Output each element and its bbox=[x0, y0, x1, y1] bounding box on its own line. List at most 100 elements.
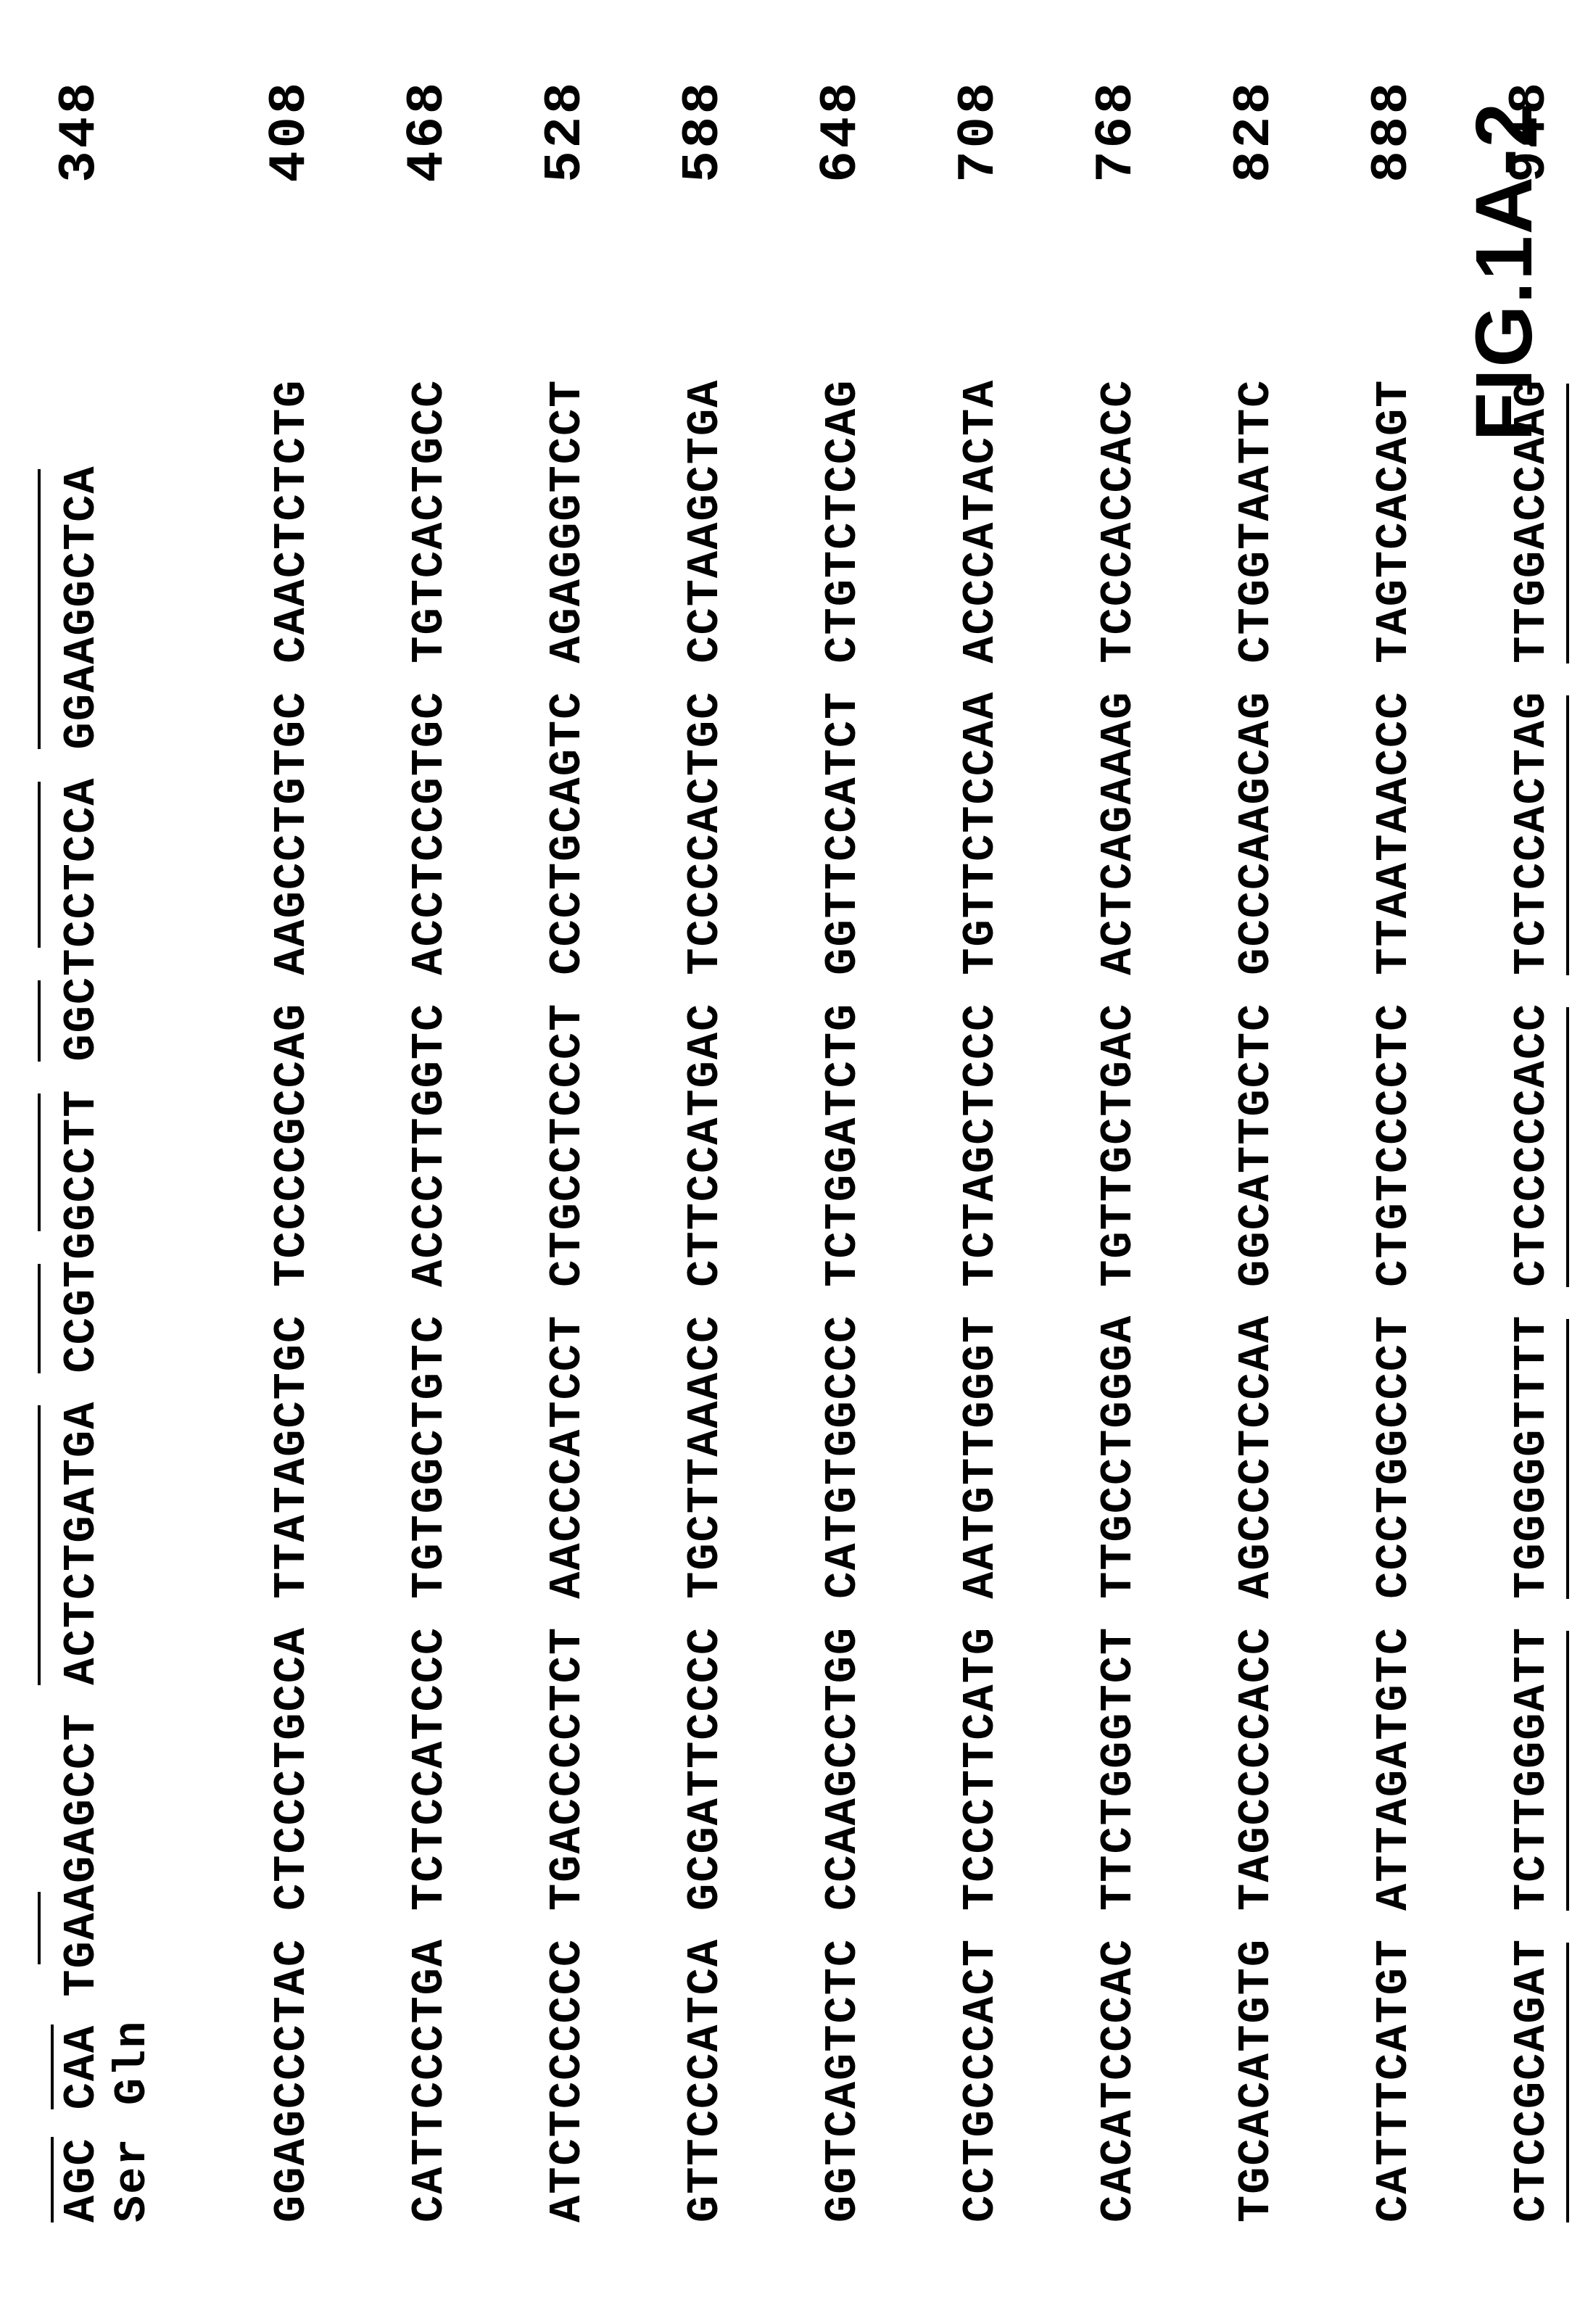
position-number: 528 bbox=[539, 80, 592, 225]
seq-block: CTCCCTGCCA bbox=[270, 1626, 315, 1911]
sequence-blocks: AGC CAA TGAAGAGCCT ACTCTGATGA CCGTGGCCTT… bbox=[51, 465, 104, 2222]
seq-block: ACCTCCGTGC bbox=[408, 691, 452, 975]
position-number: 408 bbox=[264, 80, 316, 225]
seq-block: TCCCCGCCAG bbox=[270, 1003, 315, 1287]
sequence-row-528: ATCTCCCCCC TGACCCCTCT AACCCATCCT CTGCCTCCCT… bbox=[539, 80, 592, 2222]
seq-block: AATGTTGGGT bbox=[959, 1315, 1004, 1599]
seq-block: GTTCCCATCA bbox=[683, 1938, 728, 2222]
seq-block: TGTGGCTGTC bbox=[408, 1315, 452, 1599]
position-number: 828 bbox=[1228, 80, 1281, 225]
position-number: 588 bbox=[677, 80, 729, 225]
position-number: 888 bbox=[1366, 80, 1418, 225]
seq-block: CCGTGGCCTT bbox=[51, 1089, 104, 1373]
codon-1: AGC bbox=[51, 2137, 104, 2222]
codon-text: CAA bbox=[56, 2025, 107, 2110]
seq-block: AACCCATCCT bbox=[545, 1315, 590, 1599]
seq-block: CAACTCTCTG bbox=[270, 379, 315, 663]
amino-label: Ser bbox=[110, 2125, 155, 2222]
seq-block: TTGCCTGGGA bbox=[1096, 1315, 1141, 1599]
overline bbox=[51, 2025, 54, 2110]
seq-block: GGAGCCCTAC bbox=[270, 1938, 315, 2222]
dash-segment bbox=[38, 782, 41, 948]
seq-block: AAGCCTGTGC bbox=[270, 691, 315, 975]
figure-label: FIG.1A-2 bbox=[1458, 102, 1550, 441]
position-number: 708 bbox=[953, 80, 1005, 225]
seq-block: AGAGGGTCCT bbox=[545, 379, 590, 663]
seq-block: ACCCATACTA bbox=[959, 379, 1004, 663]
seq-block: TGTTGCTGAC bbox=[1096, 1003, 1141, 1287]
seq-block: GCGATTCCCC bbox=[683, 1626, 728, 1911]
seq-block: TCCCCACTGC bbox=[683, 691, 728, 975]
seq-block: TGTTCTCCAA bbox=[959, 691, 1004, 975]
amino-label: Gln bbox=[110, 2008, 155, 2105]
sequence-row-708: CCTGCCCACT TCCCTTCATG AATGTTGGGT TCTAGCTCCC… bbox=[953, 80, 1005, 2222]
sequence-rows: GGAGCCCTAC CTCCCTGCCA TTATAGCTGC TCCCCGCCAG… bbox=[264, 80, 1556, 2222]
seq-block: CTGCCTCCCT bbox=[545, 1003, 590, 1287]
seq-block: GGTTCCATCT bbox=[821, 691, 866, 975]
seq-block: TGCTTAAACC bbox=[683, 1315, 728, 1599]
sequence-blocks: CTCCGCAGATTCTTGGGATTTGGGGGTTTTCTCCCCCACC… bbox=[1510, 379, 1555, 2222]
seq-block: CCTGCCCACT bbox=[959, 1938, 1004, 2222]
sequence-blocks: CATTCCCTGATCTCCATCCCTGTGGCTGTCACCCTTGGTC… bbox=[408, 379, 452, 2222]
seq-block: CACATCCCAC bbox=[1096, 1938, 1141, 2222]
seq-block: ACTCTGATGA bbox=[51, 1401, 104, 1685]
seq-block: TCTGGATCTG bbox=[821, 1003, 866, 1287]
sequence-blocks: GGTCAGTCTCCCAAGCCTGGCATGTGGCCCTCTGGATCTG… bbox=[821, 379, 866, 2222]
seq-block: TGTCACTGCC bbox=[408, 379, 452, 663]
overline bbox=[51, 2137, 54, 2222]
seq-block: TCTTGGGATT bbox=[1510, 1626, 1555, 1911]
position-number: 648 bbox=[815, 80, 867, 225]
seq-block: TTCTGGGTCT bbox=[1096, 1626, 1141, 1911]
seq-block: GCCCAAGCAG bbox=[1234, 691, 1279, 975]
seq-block: CCTAAGCTGA bbox=[683, 379, 728, 663]
codon-2: CAA bbox=[51, 2025, 104, 2110]
codon-tail: TGAAGAGCCT bbox=[51, 1713, 104, 1997]
sequence-blocks: GGAGCCCTAC CTCCCTGCCA TTATAGCTGC TCCCCGCCAG… bbox=[270, 379, 315, 2222]
dash-segment bbox=[1566, 384, 1569, 663]
sequence-row-768: CACATCCCAC TTCTGGGTCT TTGCCTGGGA TGTTGCTGAC… bbox=[1091, 80, 1143, 2222]
dash-segment bbox=[38, 469, 41, 749]
dash-segment bbox=[38, 1264, 41, 1373]
seq-block: TGACCCCTCT bbox=[545, 1626, 590, 1911]
seq-block: TCTAGCTCCC bbox=[959, 1003, 1004, 1287]
sequence-blocks: CATTTCATGTATTAGATGTCCCCTGGCCCTCTGTCCCCTC… bbox=[1372, 379, 1417, 2222]
amino-row: Ser Gln bbox=[110, 80, 155, 2222]
sequence-row-888: CATTTCATGTATTAGATGTCCCCTGGCCCTCTGTCCCCTC… bbox=[1366, 80, 1418, 2222]
codon-text: TGAAGAGCCT bbox=[56, 1713, 107, 1997]
seq-block: TAGCCCCACC bbox=[1234, 1626, 1279, 1911]
dash-segment bbox=[38, 1892, 41, 1964]
sequence-row-648: GGTCAGTCTCCCAAGCCTGGCATGTGGCCCTCTGGATCTG… bbox=[815, 80, 867, 2222]
seq-block: TCCCACCACC bbox=[1096, 379, 1141, 663]
seq-block: TTATAGCTGC bbox=[270, 1315, 315, 1599]
sequence-blocks: TGCACATGTGTAGCCCCACCAGCCCTCCAAGGCATTGCTC… bbox=[1234, 379, 1279, 2222]
dash-segment bbox=[38, 1405, 41, 1685]
sequence-row-348: AGC CAA TGAAGAGCCT ACTCTGATGA CCGTGGCCTT… bbox=[51, 80, 106, 2222]
seq-block: GGCATTGCTC bbox=[1234, 1003, 1279, 1287]
seq-block: CCCTGGCCCT bbox=[1372, 1315, 1417, 1599]
seq-block: ATTAGATGTC bbox=[1372, 1626, 1417, 1911]
sequence-blocks: ATCTCCCCCC TGACCCCTCT AACCCATCCT CTGCCTCCCT… bbox=[545, 379, 590, 2222]
seq-block: CCCTGCAGTC bbox=[545, 691, 590, 975]
sequence-blocks: CCTGCCCACT TCCCTTCATG AATGTTGGGT TCTAGCTCCC… bbox=[959, 379, 1004, 2222]
seq-block: TGGGGGTTTT bbox=[1510, 1315, 1555, 1599]
seq-block: AGCCCTCCAA bbox=[1234, 1315, 1279, 1599]
seq-block: CTTCCATGAC bbox=[683, 1003, 728, 1287]
seq-block: TCCCTTCATG bbox=[959, 1626, 1004, 1911]
seq-block: CTCCGCAGAT bbox=[1510, 1938, 1555, 2222]
sequence-blocks: GTTCCCATCA GCGATTCCCC TGCTTAAACC CTTCCATGAC… bbox=[683, 379, 728, 2222]
sequence-row-408: GGAGCCCTAC CTCCCTGCCA TTATAGCTGC TCCCCGCCAG… bbox=[264, 80, 316, 2222]
seq-block: ACTCAGAAAG bbox=[1096, 691, 1141, 975]
sequence-row-588: GTTCCCATCA GCGATTCCCC TGCTTAAACC CTTCCATGAC… bbox=[677, 80, 729, 2222]
sequence-row-828: TGCACATGTGTAGCCCCACCAGCCCTCCAAGGCATTGCTC… bbox=[1228, 80, 1281, 2222]
sequence-blocks: CACATCCCAC TTCTGGGTCT TTGCCTGGGA TGTTGCTGAC… bbox=[1096, 379, 1141, 2222]
dash-segment bbox=[38, 1093, 41, 1231]
seq-block: GGCTCCTCCA bbox=[51, 777, 104, 1062]
seq-block: TCTCCATCCC bbox=[408, 1626, 452, 1911]
seq-block: TAGTCACAGT bbox=[1372, 379, 1417, 663]
seq-block: ATCTCCCCCC bbox=[545, 1938, 590, 2222]
seq-block: CCAAGCCTGG bbox=[821, 1626, 866, 1911]
dash-segment bbox=[1566, 695, 1569, 975]
dash-segment bbox=[1566, 1007, 1569, 1287]
seq-block: TCTCCACTAG bbox=[1510, 691, 1555, 975]
dash-segment bbox=[1566, 1319, 1569, 1599]
